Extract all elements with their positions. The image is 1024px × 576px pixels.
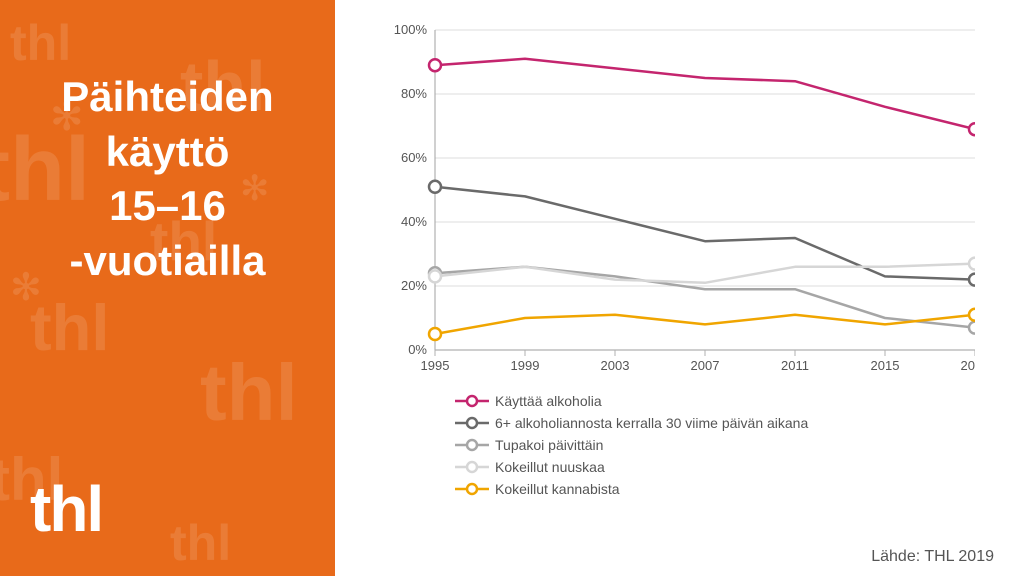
legend-row: Tupakoi päivittäin xyxy=(455,437,994,453)
svg-text:2015: 2015 xyxy=(871,358,900,370)
legend-row: 6+ alkoholiannosta kerralla 30 viime päi… xyxy=(455,415,994,431)
svg-text:2007: 2007 xyxy=(691,358,720,370)
title-line-1: Päihteiden xyxy=(61,73,273,120)
chart-svg: 0% 20% 40% 60% 80% 100% 1995 1999 2003 2007 2011 20… xyxy=(375,20,975,370)
svg-text:thl: thl xyxy=(200,348,298,437)
svg-text:100%: 100% xyxy=(394,22,428,37)
svg-text:40%: 40% xyxy=(401,214,427,229)
legend-label: Kokeillut kannabista xyxy=(495,481,620,497)
svg-text:60%: 60% xyxy=(401,150,427,165)
legend-row: Käyttää alkoholia xyxy=(455,393,994,409)
svg-text:20%: 20% xyxy=(401,278,427,293)
legend-swatch xyxy=(455,416,489,430)
svg-text:1999: 1999 xyxy=(511,358,540,370)
legend-row: Kokeillut kannabista xyxy=(455,481,994,497)
title-line-3: 15–16 xyxy=(109,182,226,229)
svg-text:0%: 0% xyxy=(408,342,427,357)
thl-logo: thl xyxy=(30,472,315,546)
legend-label: 6+ alkoholiannosta kerralla 30 viime päi… xyxy=(495,415,808,431)
legend-label: Käyttää alkoholia xyxy=(495,393,602,409)
svg-text:thl: thl xyxy=(10,15,71,71)
svg-text:80%: 80% xyxy=(401,86,427,101)
main-panel: 0% 20% 40% 60% 80% 100% 1995 1999 2003 2007 2011 20… xyxy=(335,0,1024,576)
legend-swatch xyxy=(455,438,489,452)
svg-text:1995: 1995 xyxy=(421,358,450,370)
title-line-4: -vuotiailla xyxy=(69,237,265,284)
chart-legend: Käyttää alkoholia 6+ alkoholiannosta kerr… xyxy=(455,393,994,503)
legend-label: Tupakoi päivittäin xyxy=(495,437,603,453)
svg-text:2019: 2019 xyxy=(961,358,975,370)
title-line-2: käyttö xyxy=(106,128,230,175)
sidebar-title: Päihteiden käyttö 15–16 -vuotiailla xyxy=(20,70,315,288)
legend-swatch xyxy=(455,460,489,474)
legend-row: Kokeillut nuuskaa xyxy=(455,459,994,475)
legend-label: Kokeillut nuuskaa xyxy=(495,459,605,475)
svg-text:thl: thl xyxy=(30,291,109,364)
legend-swatch xyxy=(455,394,489,408)
svg-text:2011: 2011 xyxy=(781,358,809,370)
source-label: Lähde: THL 2019 xyxy=(871,548,994,566)
sidebar: thl thl thl thl thl thl thl thl ✻ ✻ ✻ Pä… xyxy=(0,0,335,576)
svg-text:2003: 2003 xyxy=(601,358,630,370)
line-chart: 0% 20% 40% 60% 80% 100% 1995 1999 2003 2007 2011 20… xyxy=(375,20,994,375)
legend-swatch xyxy=(455,482,489,496)
